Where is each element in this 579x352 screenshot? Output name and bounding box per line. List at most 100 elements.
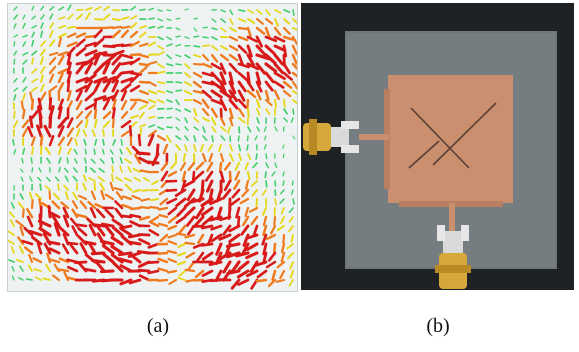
current-arrow [37, 176, 42, 182]
current-arrow [246, 98, 250, 110]
current-arrow [247, 126, 252, 133]
current-arrow [48, 247, 61, 255]
current-arrow [30, 98, 35, 111]
current-arrow [282, 126, 285, 132]
current-arrow [255, 198, 258, 208]
current-arrow [210, 116, 217, 126]
current-arrow [48, 73, 55, 84]
current-arrow [129, 71, 143, 76]
current-arrow [274, 162, 278, 168]
current-arrow [288, 225, 294, 233]
current-arrow [102, 99, 110, 111]
current-arrow [19, 193, 24, 200]
current-arrow [129, 73, 140, 84]
current-arrow [219, 80, 227, 95]
current-arrow [76, 13, 84, 20]
current-arrow [169, 161, 178, 170]
current-arrow [120, 77, 134, 84]
current-arrow [219, 98, 228, 112]
current-arrow [11, 275, 15, 281]
current-arrow [34, 193, 42, 200]
current-arrow [256, 269, 268, 279]
current-arrow [127, 240, 142, 246]
current-arrow [40, 56, 44, 65]
current-arrow [91, 129, 96, 137]
current-arrow [244, 179, 250, 190]
current-arrow [255, 153, 258, 160]
current-arrow [184, 36, 190, 39]
current-arrow [40, 66, 46, 74]
current-arrow [215, 242, 223, 256]
current-arrow [184, 241, 196, 246]
current-arrow [31, 39, 35, 47]
current-arrow [130, 5, 137, 11]
current-arrow [111, 79, 119, 93]
current-arrow [84, 79, 93, 93]
current-arrow [191, 224, 205, 229]
current-arrow [148, 124, 156, 128]
current-arrow [228, 98, 239, 110]
current-arrow [175, 126, 180, 131]
current-arrow [58, 268, 70, 273]
current-arrow [158, 214, 169, 219]
current-arrow [102, 75, 117, 84]
current-arrow [124, 158, 132, 164]
current-arrow [102, 79, 112, 93]
sma-connector-bottom [435, 225, 471, 289]
current-arrow [228, 44, 239, 52]
current-arrow [229, 153, 234, 162]
current-arrow [21, 108, 26, 120]
current-arrow [222, 260, 232, 274]
current-arrow [197, 233, 205, 245]
surface-current-image [8, 4, 297, 291]
current-arrow [199, 144, 204, 153]
current-arrow [282, 233, 286, 244]
current-arrow [291, 53, 297, 65]
current-arrow [93, 28, 103, 39]
current-arrow [267, 278, 277, 288]
current-arrow [148, 17, 155, 20]
current-arrow [73, 158, 78, 164]
current-arrow [139, 31, 147, 38]
current-arrow [84, 34, 97, 39]
current-arrow [135, 151, 151, 156]
current-distribution-panel [7, 3, 298, 292]
current-arrow [283, 117, 288, 123]
current-arrow [194, 269, 205, 279]
current-arrow [120, 83, 132, 93]
current-arrow [85, 7, 93, 11]
connector-bottom-pin-left [437, 225, 445, 241]
current-arrow [28, 115, 34, 129]
current-arrow [21, 127, 28, 138]
current-arrow [48, 135, 55, 147]
current-arrow [201, 152, 207, 163]
current-arrow [45, 263, 51, 272]
current-arrow [79, 200, 88, 210]
current-arrow [218, 161, 223, 173]
current-arrow [292, 27, 297, 31]
current-arrow [76, 128, 81, 137]
cross-slots [408, 102, 497, 169]
current-arrow [13, 50, 18, 56]
connector-bottom-pin-right [461, 225, 469, 241]
current-arrow [40, 74, 44, 83]
current-arrow [10, 202, 15, 209]
current-arrow [220, 27, 227, 33]
current-arrow [193, 135, 197, 142]
current-arrow [119, 214, 133, 219]
current-arrow [31, 57, 35, 65]
current-arrow [229, 27, 237, 33]
current-arrow [208, 197, 223, 206]
current-arrow [251, 189, 258, 197]
current-arrow [58, 6, 65, 11]
current-arrow [66, 90, 72, 102]
current-arrow [138, 80, 150, 84]
current-arrow [63, 184, 69, 191]
current-arrow [25, 278, 33, 281]
current-arrow [247, 18, 256, 24]
current-arrow [249, 206, 259, 213]
current-arrow [194, 170, 205, 181]
current-arrow [90, 258, 106, 264]
current-arrow [166, 197, 178, 205]
current-arrow [201, 71, 214, 77]
